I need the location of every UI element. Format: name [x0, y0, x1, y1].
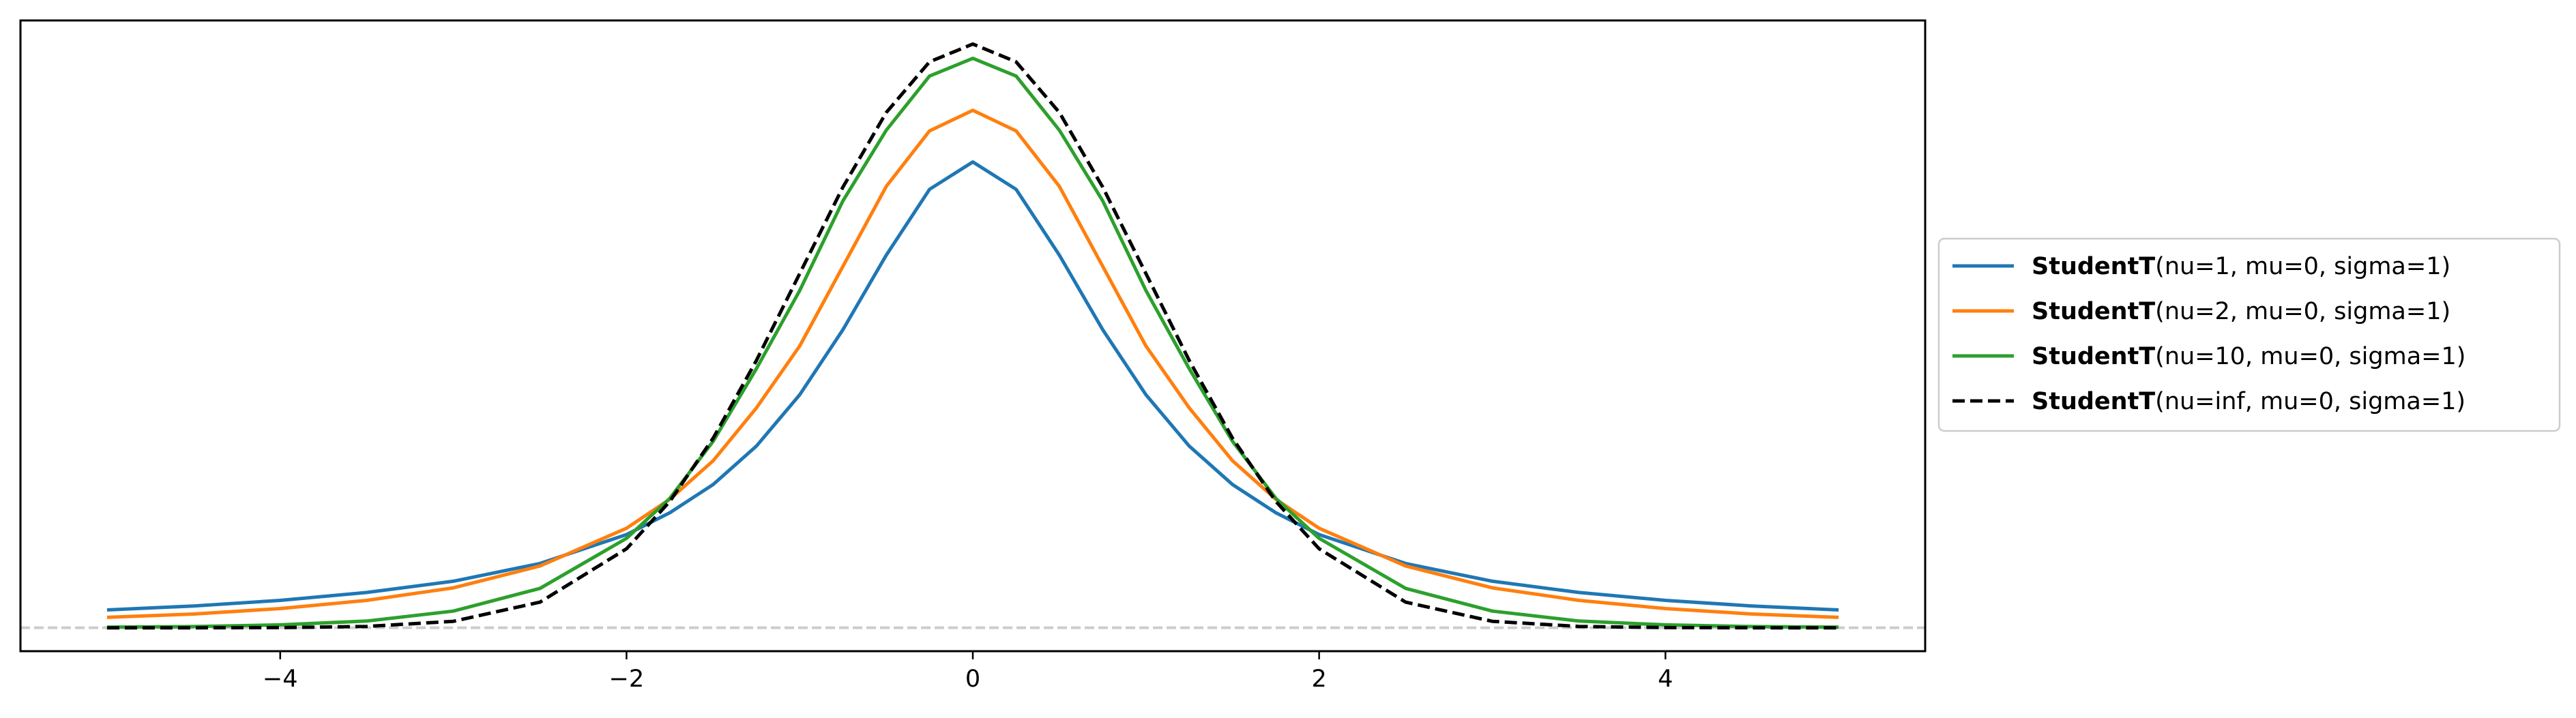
plot-layer — [20, 42, 1925, 630]
axes-frame — [19, 19, 1927, 653]
legend-entry-params: (nu=inf, mu=0, sigma=1) — [2155, 388, 2465, 415]
x-tick-label: −4 — [263, 665, 298, 693]
legend-entry-2: StudentT(nu=2, mu=0, sigma=1) — [2032, 298, 2450, 325]
legend-frame — [1937, 237, 2561, 432]
series-line-4 — [106, 42, 1839, 630]
legend-entry-name: StudentT — [2032, 298, 2155, 325]
x-tick-label: 2 — [1311, 665, 1326, 693]
legend-entry-name: StudentT — [2032, 253, 2155, 280]
legend-entry-name: StudentT — [2032, 388, 2155, 415]
legend-entry-params: (nu=1, mu=0, sigma=1) — [2155, 253, 2450, 280]
legend-entry-params: (nu=2, mu=0, sigma=1) — [2155, 298, 2450, 325]
axes-layer: −4 −2 0 2 4 — [19, 19, 1927, 693]
plot-area — [20, 42, 1925, 630]
legend-entry-1: StudentT(nu=1, mu=0, sigma=1) — [2032, 253, 2450, 280]
x-tick-label: 4 — [1658, 665, 1673, 693]
legend-entry-4: StudentT(nu=inf, mu=0, sigma=1) — [2032, 388, 2465, 415]
x-tick-label: −2 — [609, 665, 645, 693]
legend-entry-3: StudentT(nu=10, mu=0, sigma=1) — [2032, 343, 2465, 370]
legend-entry-params: (nu=10, mu=0, sigma=1) — [2155, 343, 2465, 370]
series-line-2 — [106, 108, 1839, 619]
series-line-3 — [106, 57, 1839, 629]
x-tick-label: 0 — [965, 665, 980, 693]
legend: StudentT(nu=1, mu=0, sigma=1)StudentT(nu… — [1937, 237, 2561, 432]
legend-entry-name: StudentT — [2032, 343, 2155, 370]
series-line-1 — [106, 160, 1839, 612]
